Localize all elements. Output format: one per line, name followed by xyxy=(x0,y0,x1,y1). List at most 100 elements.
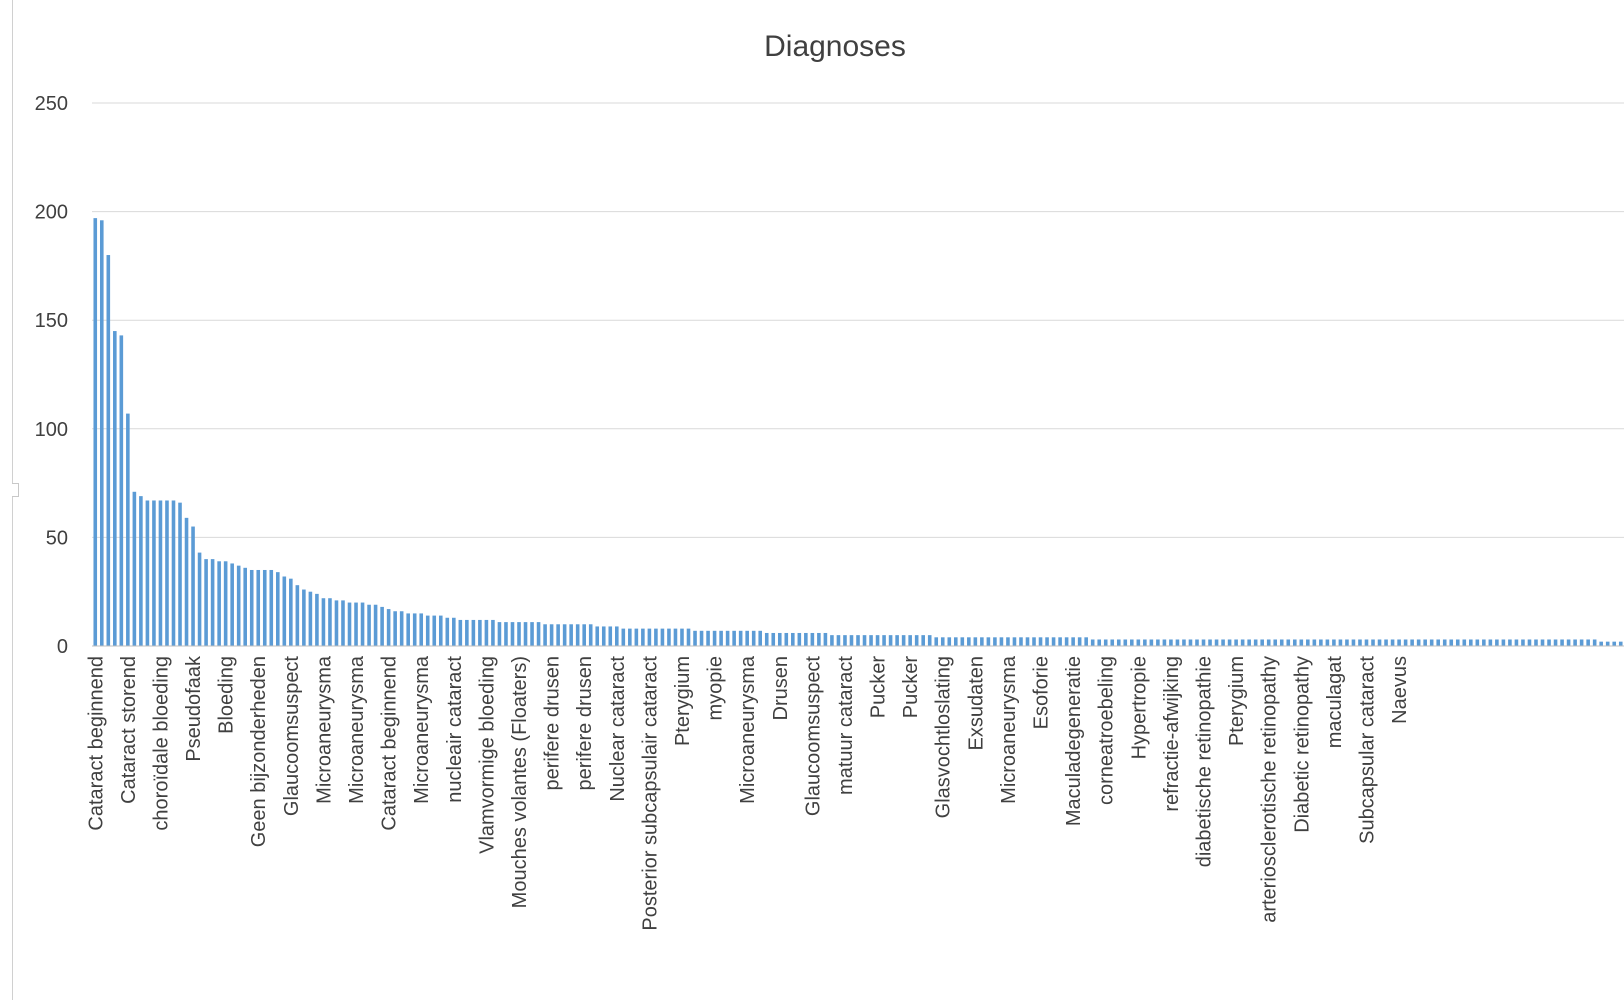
bar xyxy=(967,637,971,646)
bar xyxy=(1137,639,1141,646)
bar xyxy=(1397,639,1401,646)
bar xyxy=(895,635,899,646)
bar xyxy=(400,611,404,646)
bar xyxy=(1084,637,1088,646)
bar xyxy=(178,503,182,646)
bar xyxy=(1508,639,1512,646)
bar xyxy=(1091,639,1095,646)
bar xyxy=(654,629,658,646)
bar xyxy=(1365,639,1369,646)
bar xyxy=(1247,639,1251,646)
bar xyxy=(159,500,163,646)
bar xyxy=(387,609,391,646)
bar xyxy=(556,624,560,646)
bar xyxy=(459,620,463,646)
x-tick-label: Pterygium xyxy=(672,656,694,746)
bar xyxy=(837,635,841,646)
bar xyxy=(367,605,371,646)
bar xyxy=(1026,637,1030,646)
bar xyxy=(758,631,762,646)
bar xyxy=(1391,639,1395,646)
bar xyxy=(947,637,951,646)
bar xyxy=(765,633,769,646)
frame-left-border xyxy=(12,0,13,1000)
bar xyxy=(1580,639,1584,646)
x-tick-label: Cataract beginnend xyxy=(379,656,401,831)
x-tick-label: Pseudofaak xyxy=(183,655,205,762)
bar xyxy=(1436,639,1440,646)
bar xyxy=(1260,639,1264,646)
bar xyxy=(237,566,241,646)
x-tick-label: Microaneurysma xyxy=(998,655,1020,804)
bar xyxy=(511,622,515,646)
x-tick-label: Cataract beginnend xyxy=(85,656,107,831)
bar xyxy=(1619,642,1623,646)
bar xyxy=(850,635,854,646)
bar xyxy=(1228,639,1232,646)
bar xyxy=(1150,639,1154,646)
bar xyxy=(1071,637,1075,646)
bar xyxy=(1280,639,1284,646)
x-tick-label: Hypertropie xyxy=(1128,656,1150,759)
bar xyxy=(276,572,280,646)
x-tick-label: Glasvochtloslating xyxy=(933,656,955,818)
bar xyxy=(1469,639,1473,646)
x-tick-label: maculagat xyxy=(1324,656,1346,749)
bar xyxy=(882,635,886,646)
x-tick-label: Subcapsular cataract xyxy=(1356,656,1378,844)
bar xyxy=(1358,639,1362,646)
bar xyxy=(1006,637,1010,646)
bar xyxy=(635,629,639,646)
x-tick-label: myopie xyxy=(705,656,727,720)
x-tick-label: Diabetic retinopathy xyxy=(1291,656,1313,833)
bar xyxy=(1371,639,1375,646)
bar xyxy=(348,603,352,646)
bar xyxy=(230,563,234,646)
bar xyxy=(1352,639,1356,646)
bar xyxy=(602,626,606,646)
bar xyxy=(1045,637,1049,646)
bar xyxy=(1000,637,1004,646)
bar xyxy=(719,631,723,646)
bar xyxy=(133,492,137,646)
bar xyxy=(987,637,991,646)
bar xyxy=(1378,639,1382,646)
gridlines xyxy=(92,103,1624,537)
frame-resize-handle[interactable] xyxy=(12,483,19,497)
bar xyxy=(928,635,932,646)
bar xyxy=(224,561,228,646)
bar xyxy=(713,631,717,646)
bar xyxy=(374,605,378,646)
bar xyxy=(889,635,893,646)
bar xyxy=(576,624,580,646)
bar xyxy=(1443,639,1447,646)
bar xyxy=(974,637,978,646)
bar xyxy=(615,626,619,646)
bar xyxy=(817,633,821,646)
bar xyxy=(296,585,300,646)
bar xyxy=(1534,639,1538,646)
bar xyxy=(1097,639,1101,646)
bar xyxy=(1039,637,1043,646)
bar xyxy=(608,626,612,646)
bar xyxy=(1300,639,1304,646)
bar xyxy=(1417,639,1421,646)
bar xyxy=(1313,639,1317,646)
bar xyxy=(1065,637,1069,646)
bar xyxy=(517,622,521,646)
bar xyxy=(1221,639,1225,646)
x-tick-label: Glaucoomsuspect xyxy=(281,656,303,817)
bar xyxy=(269,570,273,646)
bar xyxy=(1547,639,1551,646)
y-tick-label: 0 xyxy=(57,636,68,658)
bar xyxy=(589,624,593,646)
bar xyxy=(863,635,867,646)
bar xyxy=(393,611,397,646)
bar xyxy=(172,500,176,646)
bar xyxy=(1169,639,1173,646)
bar xyxy=(335,600,339,646)
bar xyxy=(1117,639,1121,646)
bar xyxy=(146,500,150,646)
bar xyxy=(1019,637,1023,646)
